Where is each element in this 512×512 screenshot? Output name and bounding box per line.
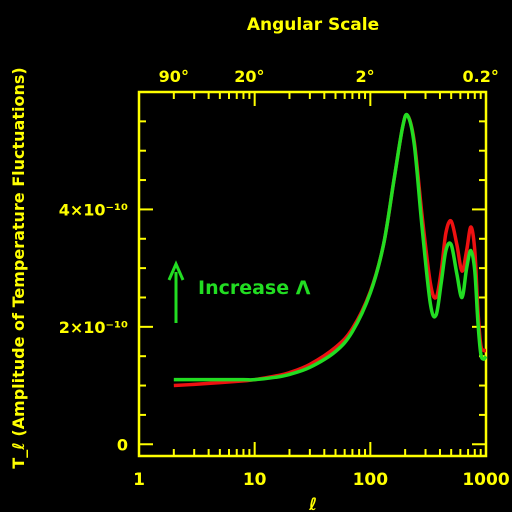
x-tick-label: 100 — [353, 470, 389, 490]
x-tick-label: 1000 — [462, 470, 509, 490]
y-tick-label: 0 — [117, 435, 128, 454]
top-tick-label: 20° — [234, 67, 264, 86]
annotation-text: Increase Λ — [198, 277, 311, 299]
x-tick-label: 10 — [243, 470, 267, 490]
x-tick-label: 1 — [133, 470, 145, 490]
plot-frame — [137, 90, 488, 458]
increase-lambda-annotation: Increase Λ — [167, 260, 311, 323]
series-line-green — [173, 112, 488, 382]
annotation-arrow-head — [167, 260, 185, 281]
y-tick-label: 4×10⁻¹⁰ — [59, 200, 128, 219]
ticks-layer — [139, 92, 486, 456]
chart-title: Angular Scale — [247, 15, 379, 35]
top-tick-label: 2° — [355, 67, 374, 86]
top-tick-label: 90° — [159, 67, 189, 86]
x-axis-label: ℓ — [308, 495, 317, 512]
tick-labels-layer: 1 10 100 1000 90° 20° 2° 0.2° 0 2×10⁻¹⁰ 4×10⁻¹⁰ — [59, 67, 510, 490]
series-layer — [173, 112, 488, 388]
y-axis-label: T_ℓ (Amplitude of Temperature Fluctuatio… — [9, 67, 28, 468]
y-tick-label: 2×10⁻¹⁰ — [59, 318, 128, 337]
top-tick-label: 0.2° — [463, 67, 499, 86]
